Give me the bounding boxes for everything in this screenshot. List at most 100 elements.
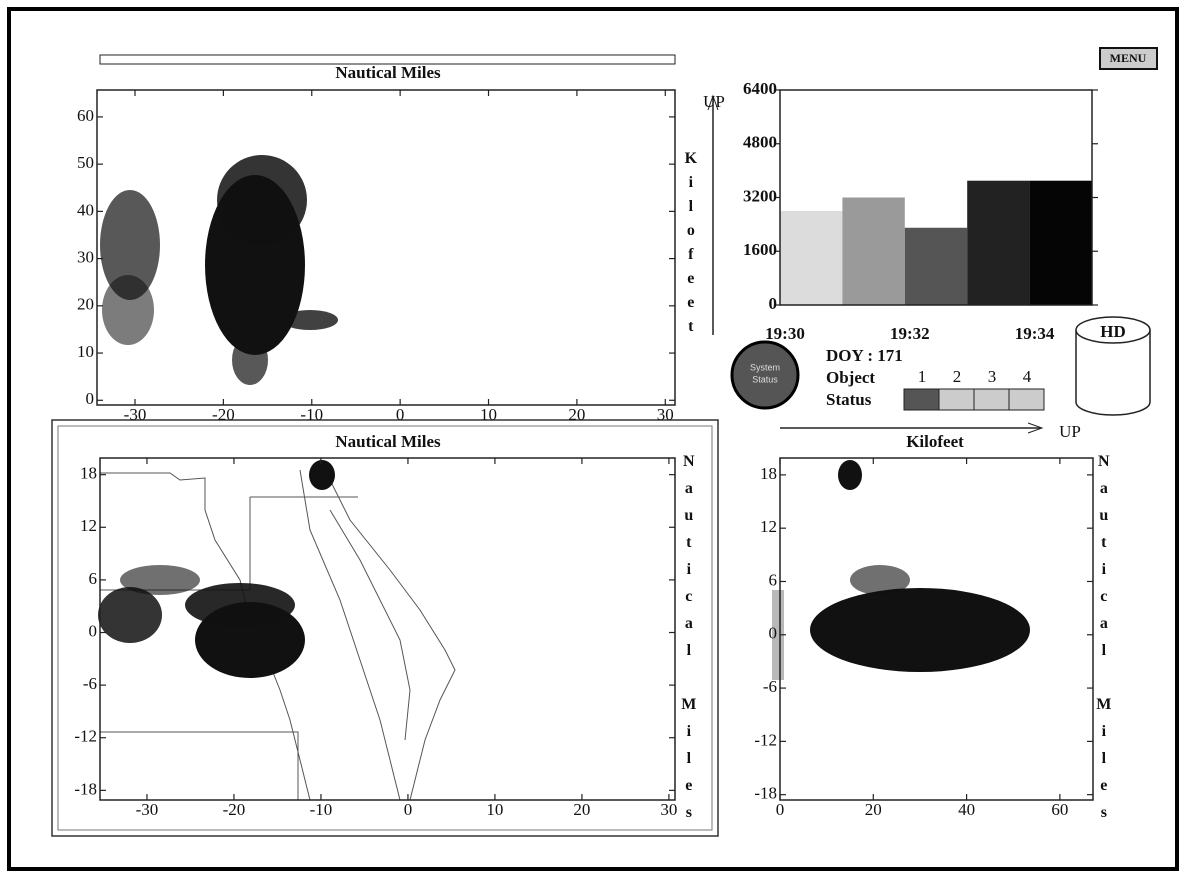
x-tick-label: 19:34 bbox=[1015, 324, 1055, 343]
y-tick-label: -18 bbox=[74, 779, 97, 798]
side-side-label: Nautical Miles bbox=[1095, 453, 1112, 831]
y-tick-label: 40 bbox=[77, 200, 94, 219]
plan-title: Nautical Miles bbox=[335, 432, 441, 451]
plot-area bbox=[99, 457, 676, 801]
y-tick-label: 0 bbox=[86, 389, 95, 408]
status-label: Status bbox=[826, 390, 872, 409]
y-tick-label: 6400 bbox=[743, 79, 777, 98]
x-tick-label: 0 bbox=[776, 800, 785, 819]
status-row: 1 2 3 4 bbox=[903, 367, 1045, 411]
object-number: 2 bbox=[953, 367, 962, 386]
top-title: Nautical Miles bbox=[335, 63, 441, 82]
x-tick-label: 30 bbox=[660, 800, 677, 819]
x-tick-label: 10 bbox=[486, 800, 503, 819]
x-tick-label: -30 bbox=[124, 405, 147, 424]
echo-cluster bbox=[850, 565, 910, 595]
y-tick-label: 0 bbox=[89, 621, 98, 640]
plan-frame-inner bbox=[57, 425, 713, 831]
bar bbox=[780, 210, 843, 305]
side-title: Kilofeet bbox=[906, 432, 964, 451]
echo-cluster bbox=[120, 565, 200, 595]
plot-area bbox=[779, 457, 1094, 801]
disk-top[interactable] bbox=[1075, 316, 1151, 344]
y-tick-label: 20 bbox=[77, 295, 94, 314]
x-tick-label: -10 bbox=[310, 800, 333, 819]
top-up-label: UP bbox=[703, 92, 725, 111]
system-status-label: System bbox=[750, 362, 780, 372]
plan-side-label: Nautical Miles bbox=[680, 453, 697, 831]
x-tick-label: -20 bbox=[212, 405, 235, 424]
disk-body[interactable] bbox=[1075, 330, 1151, 416]
y-tick-label: -12 bbox=[74, 727, 97, 746]
map-line bbox=[100, 731, 299, 800]
object-number: 3 bbox=[988, 367, 997, 386]
echo-cluster bbox=[232, 335, 268, 385]
echo-cluster bbox=[102, 275, 154, 345]
echo-cluster bbox=[100, 190, 160, 300]
map-line bbox=[319, 459, 456, 801]
object-number: 4 bbox=[1023, 367, 1032, 386]
y-tick-label: 6 bbox=[89, 569, 98, 588]
y-tick-label: 0 bbox=[769, 294, 778, 313]
echo-cluster bbox=[810, 588, 1030, 672]
plan-echoes bbox=[98, 460, 335, 678]
doy: DOY : 171 bbox=[826, 346, 903, 365]
echo-cluster bbox=[98, 587, 162, 643]
echo-cluster bbox=[185, 583, 295, 627]
x-tick-label: -10 bbox=[300, 405, 323, 424]
y-tick-label: 30 bbox=[77, 248, 94, 267]
y-tick-label: 12 bbox=[760, 517, 777, 536]
system-status-label: Status bbox=[752, 374, 778, 384]
y-tick-label: 50 bbox=[77, 153, 94, 172]
x-tick-label: 20 bbox=[573, 800, 590, 819]
y-tick-label: 6 bbox=[769, 570, 778, 589]
x-tick-label: -30 bbox=[136, 800, 159, 819]
range-bar bbox=[99, 54, 676, 65]
y-tick-label: 1600 bbox=[743, 240, 777, 259]
y-tick-label: -12 bbox=[754, 730, 777, 749]
top-echoes bbox=[100, 155, 338, 385]
y-tick-label: 10 bbox=[77, 342, 94, 361]
echo-strip bbox=[772, 590, 784, 680]
x-tick-label: 40 bbox=[958, 800, 975, 819]
x-tick-label: 0 bbox=[404, 800, 413, 819]
y-tick-label: 0 bbox=[769, 624, 778, 643]
system-status-indicator[interactable] bbox=[730, 340, 800, 410]
map-line bbox=[329, 509, 411, 741]
side-echoes bbox=[772, 460, 1030, 680]
x-tick-label: 0 bbox=[396, 405, 405, 424]
side-up-label: UP bbox=[1059, 422, 1081, 441]
y-tick-label: -18 bbox=[754, 784, 777, 803]
disk-label[interactable]: HD bbox=[1100, 322, 1126, 341]
plot-area bbox=[96, 89, 676, 406]
bar bbox=[842, 197, 905, 305]
x-tick-label: -20 bbox=[223, 800, 246, 819]
x-tick-label: 30 bbox=[657, 405, 674, 424]
echo-cluster bbox=[217, 155, 307, 245]
map-line bbox=[299, 469, 401, 801]
bar bbox=[967, 180, 1030, 305]
menu-label[interactable]: MENU bbox=[1110, 51, 1147, 65]
menu-box[interactable] bbox=[1099, 47, 1158, 70]
bar bbox=[1029, 180, 1092, 305]
map-line bbox=[100, 472, 311, 801]
y-tick-label: 18 bbox=[80, 464, 97, 483]
status-box bbox=[938, 388, 975, 411]
status-box bbox=[903, 388, 940, 411]
map-outline bbox=[100, 459, 456, 801]
x-tick-label: 19:32 bbox=[890, 324, 930, 343]
y-tick-label: -6 bbox=[763, 677, 777, 696]
frame bbox=[7, 7, 1179, 871]
object-number: 1 bbox=[918, 367, 927, 386]
y-tick-label: 12 bbox=[80, 516, 97, 535]
x-tick-label: 10 bbox=[480, 405, 497, 424]
y-tick-label: 18 bbox=[760, 464, 777, 483]
echo-cluster bbox=[309, 460, 335, 490]
echo-cluster bbox=[838, 460, 862, 490]
status-box bbox=[973, 388, 1010, 411]
x-tick-label: 20 bbox=[568, 405, 585, 424]
menu-button[interactable]: MENU bbox=[1099, 47, 1158, 70]
disk-icon[interactable]: HD bbox=[1075, 316, 1151, 416]
status-box bbox=[1008, 388, 1045, 411]
